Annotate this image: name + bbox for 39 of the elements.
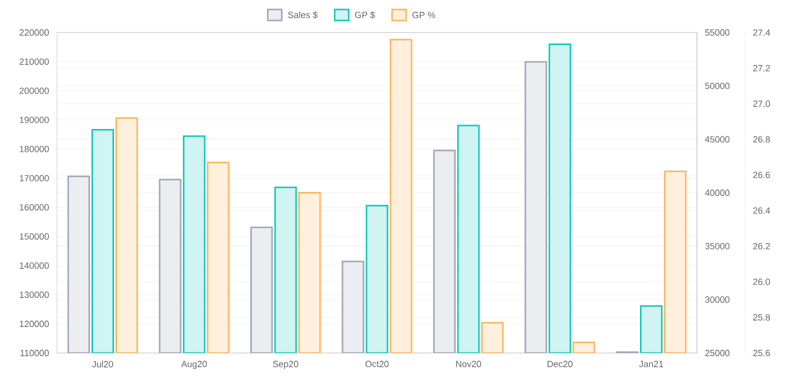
y3-tick-label: 26.6: [753, 172, 770, 178]
y2-tick-label: 25000: [705, 350, 730, 356]
legend-label: GP $: [355, 11, 375, 19]
y-tick-label: 210000: [20, 58, 49, 65]
y3-tick-label: 26.2: [753, 242, 770, 250]
y2-tick-label: 55000: [705, 29, 730, 36]
x-tick-label: Oct20: [365, 360, 389, 368]
y-tick-label: 150000: [20, 233, 49, 240]
y-tick-label: 160000: [20, 204, 49, 211]
y3-tick-label: 26.4: [753, 207, 770, 214]
y3-tick-label: 27.4: [753, 29, 770, 36]
y2-tick-label: 35000: [705, 242, 730, 250]
x-tick-label: Aug20: [181, 360, 207, 369]
y-tick-label: 130000: [20, 292, 49, 298]
y-tick-label: 120000: [20, 320, 49, 328]
y3-tick-label: 27.0: [753, 100, 770, 107]
y-tick-label: 110000: [20, 350, 49, 356]
x-tick-label: Dec20: [548, 360, 573, 368]
x-tick-label: Jul20: [92, 360, 114, 368]
y3-tick-label: 25.8: [753, 314, 770, 321]
y2-tick-label: 40000: [705, 190, 730, 196]
legend-label: Sales $: [288, 11, 318, 19]
y2-tick-label: 45000: [705, 136, 730, 143]
x-tick-label: Jan21: [639, 360, 664, 368]
y3-tick-label: 26.0: [753, 278, 770, 285]
x-tick-label: Sep20: [272, 360, 298, 369]
y2-tick-label: 50000: [705, 82, 730, 90]
y3-tick-label: 26.8: [753, 136, 770, 143]
y2-tick-label: 30000: [705, 296, 730, 303]
y3-tick-label: 27.2: [753, 64, 770, 72]
y-tick-label: 140000: [20, 262, 49, 269]
x-tick-label: Nov20: [456, 360, 482, 368]
y3-tick-label: 25.6: [753, 350, 770, 356]
y-tick-label: 170000: [20, 174, 49, 182]
y-tick-label: 190000: [20, 116, 49, 124]
y-tick-label: 180000: [20, 146, 49, 152]
y-tick-label: 220000: [20, 29, 49, 36]
y-tick-label: 200000: [20, 88, 49, 94]
legend-label: GP %: [412, 12, 436, 18]
